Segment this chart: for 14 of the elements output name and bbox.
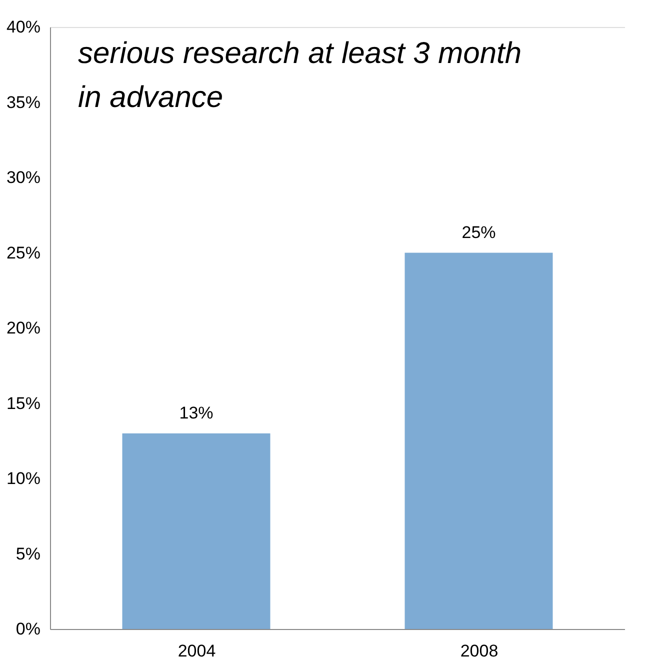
x-tick-label: 2008: [460, 642, 498, 660]
annotation: serious research at least 3 month in advance: [78, 37, 522, 114]
y-tick-label: 10%: [6, 469, 40, 488]
y-tick-label: 15%: [6, 394, 40, 413]
y-tick-label: 5%: [16, 544, 40, 564]
y-tick-label: 30%: [6, 168, 40, 187]
y-tick-label: 40%: [6, 18, 40, 36]
y-tick-label: 20%: [6, 318, 40, 338]
x-tick-label: 2004: [178, 642, 216, 660]
data-label: 25%: [462, 222, 496, 242]
y-tick-label: 25%: [6, 243, 40, 262]
y-tick-label: 0%: [16, 620, 40, 638]
y-tick-label: 35%: [6, 92, 40, 112]
data-label: 13%: [179, 403, 214, 422]
